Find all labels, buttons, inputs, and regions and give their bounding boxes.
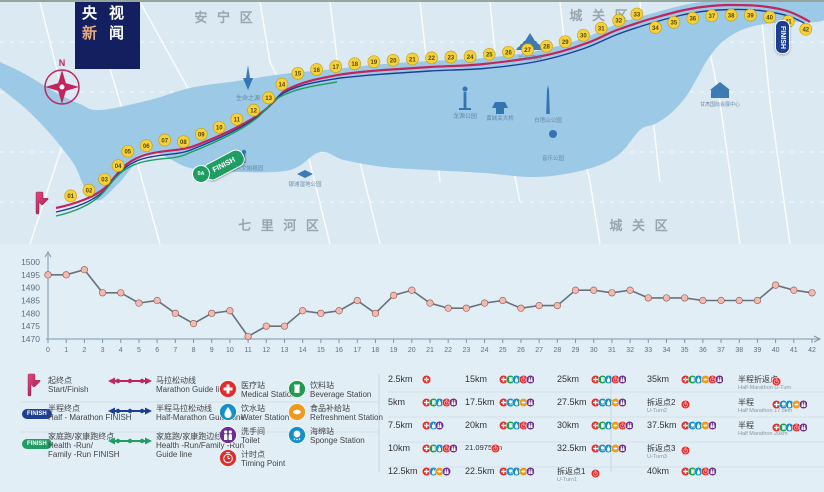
svg-text:18: 18: [372, 347, 380, 354]
svg-text:26: 26: [517, 347, 525, 354]
svg-text:21: 21: [426, 347, 434, 354]
svg-text:7: 7: [173, 347, 177, 354]
svg-text:6: 6: [155, 347, 159, 354]
svg-text:4: 4: [119, 347, 123, 354]
svg-text:13: 13: [281, 347, 289, 354]
svg-text:10: 10: [226, 347, 234, 354]
svg-text:32: 32: [626, 347, 634, 354]
svg-text:29: 29: [572, 347, 580, 354]
svg-text:19: 19: [390, 347, 398, 354]
svg-text:23: 23: [462, 347, 470, 354]
svg-text:1485: 1485: [21, 296, 40, 306]
svg-text:39: 39: [754, 347, 762, 354]
svg-text:37: 37: [717, 347, 725, 354]
svg-text:42: 42: [808, 347, 816, 354]
svg-text:0: 0: [46, 347, 50, 354]
svg-text:25: 25: [499, 347, 507, 354]
svg-text:1490: 1490: [21, 283, 40, 293]
svg-text:33: 33: [644, 347, 652, 354]
svg-text:11: 11: [244, 347, 251, 354]
svg-text:41: 41: [790, 347, 798, 354]
svg-text:8: 8: [192, 347, 196, 354]
svg-text:28: 28: [553, 347, 561, 354]
svg-text:27: 27: [535, 347, 543, 354]
svg-text:35: 35: [681, 347, 689, 354]
svg-text:1500: 1500: [21, 257, 40, 267]
svg-text:31: 31: [608, 347, 616, 354]
svg-text:1475: 1475: [21, 321, 40, 331]
svg-text:1470: 1470: [21, 334, 40, 344]
svg-text:38: 38: [735, 347, 743, 354]
svg-text:14: 14: [299, 347, 307, 354]
svg-text:15: 15: [317, 347, 325, 354]
svg-text:12: 12: [262, 347, 270, 354]
svg-text:20: 20: [408, 347, 416, 354]
svg-text:1: 1: [64, 347, 68, 354]
svg-text:1480: 1480: [21, 308, 40, 318]
svg-text:36: 36: [699, 347, 707, 354]
svg-text:1495: 1495: [21, 270, 40, 280]
svg-text:5: 5: [137, 347, 141, 354]
svg-text:24: 24: [481, 347, 489, 354]
svg-text:30: 30: [590, 347, 598, 354]
svg-text:16: 16: [335, 347, 343, 354]
svg-text:2: 2: [82, 347, 86, 354]
svg-text:3: 3: [101, 347, 105, 354]
svg-text:22: 22: [444, 347, 452, 354]
svg-text:34: 34: [663, 347, 671, 354]
svg-text:9: 9: [210, 347, 214, 354]
svg-text:40: 40: [772, 347, 780, 354]
svg-text:17: 17: [353, 347, 361, 354]
